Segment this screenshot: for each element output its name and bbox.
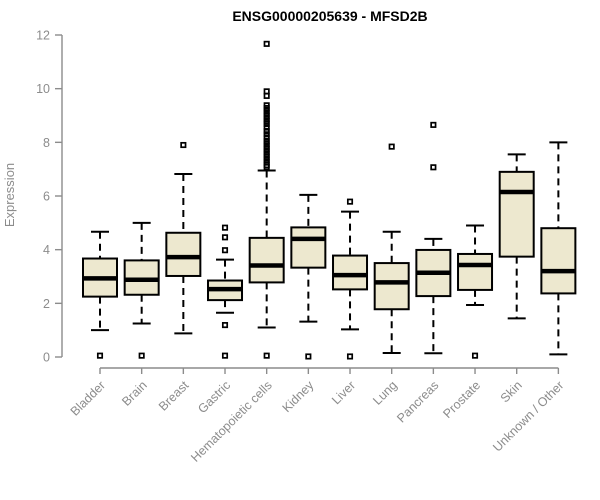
iqr-box [373, 262, 410, 311]
box-liver [332, 198, 369, 360]
box-series [82, 40, 577, 360]
outlier-point [221, 247, 229, 254]
x-tick-label: Pancreas [394, 378, 441, 425]
y-tick-label: 12 [36, 29, 50, 43]
iqr-box [248, 236, 285, 284]
iqr-box [332, 254, 369, 291]
chart-title: ENSG00000205639 - MFSD2B [232, 8, 427, 24]
x-tick-label: Kidney [280, 378, 317, 415]
iqr-box [290, 226, 327, 269]
x-tick-label: Gastric [195, 378, 233, 416]
iqr-box [457, 252, 494, 291]
y-tick-label: 6 [43, 190, 50, 204]
box-skin [498, 153, 535, 320]
outlier-point [138, 352, 145, 359]
iqr-box [540, 227, 577, 295]
outlier-point [471, 352, 479, 359]
x-tick-label: Unknown / Other [490, 378, 566, 454]
outlier-point [96, 352, 104, 359]
box-breast [165, 141, 202, 335]
box-hematopoietic-cells [248, 40, 285, 359]
box-gastric [207, 224, 244, 359]
box-unknown-other [540, 141, 577, 356]
box-brain [123, 221, 160, 359]
outlier-point [221, 352, 229, 359]
outlier-point [263, 163, 270, 171]
outlier-point [430, 164, 437, 171]
x-tick-label: Brain [119, 378, 150, 409]
outlier-point [346, 353, 354, 360]
iqr-box [165, 231, 202, 277]
outlier-point [221, 234, 229, 241]
y-tick-label: 4 [43, 243, 50, 257]
x-tick-label: Hematopoietic cells [188, 378, 275, 465]
outlier-point [263, 121, 270, 128]
outlier-point [263, 124, 270, 131]
outlier-point [263, 352, 270, 359]
box-bladder [82, 230, 118, 359]
outlier-point [221, 322, 229, 329]
y-tick-label: 10 [36, 82, 50, 96]
outlier-point [263, 92, 270, 99]
outlier-point [305, 353, 312, 360]
x-tick-label: Skin [498, 378, 525, 405]
y-tick-label: 0 [43, 351, 50, 365]
y-axis-label: Expression [2, 163, 17, 227]
x-tick-label: Liver [329, 378, 358, 407]
x-tick-label: Lung [370, 378, 400, 408]
outlier-point [263, 134, 270, 141]
outlier-point [221, 224, 229, 231]
y-tick-label: 2 [43, 297, 50, 311]
outlier-point [430, 121, 437, 128]
box-kidney [290, 193, 327, 360]
outlier-point [263, 40, 270, 47]
x-tick-label: Bladder [68, 378, 108, 418]
x-tick-label: Breast [156, 378, 192, 414]
y-tick-label: 8 [43, 136, 50, 150]
outlier-point [263, 128, 270, 135]
iqr-box [498, 170, 535, 258]
box-pancreas [415, 121, 452, 355]
x-tick-label: Prostate [440, 378, 483, 421]
outlier-point [346, 198, 354, 205]
box-lung [373, 143, 410, 354]
outlier-point [263, 131, 270, 138]
box-prostate [457, 224, 494, 359]
outlier-point [388, 143, 395, 150]
outlier-point [180, 141, 187, 149]
